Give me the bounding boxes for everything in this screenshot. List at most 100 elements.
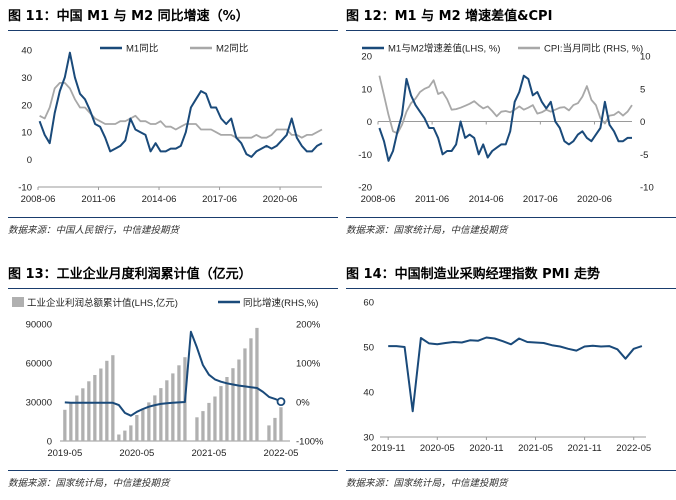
title-underline bbox=[346, 288, 676, 289]
chart-m1-m2: -10 0 10 20 30 40 2008-06 2011-06 2014-06 2017-06… bbox=[18, 43, 323, 205]
series-line bbox=[64, 330, 282, 417]
bar bbox=[219, 386, 223, 441]
x-tick-label: 2014-06 bbox=[469, 194, 504, 205]
series-end-marker bbox=[276, 397, 286, 407]
bar bbox=[63, 409, 67, 441]
y-tick-label-left: -10 bbox=[358, 150, 372, 161]
title-underline bbox=[8, 30, 338, 31]
bar bbox=[279, 407, 283, 441]
bar bbox=[231, 368, 235, 441]
chart-title: 图 11：中国 M1 与 M2 同比增速（%） bbox=[8, 9, 249, 24]
y-tick-label-left: 20 bbox=[361, 52, 372, 63]
x-tick-label: 2021-05 bbox=[191, 448, 226, 459]
bar bbox=[105, 360, 109, 441]
bar bbox=[207, 402, 211, 441]
bar bbox=[87, 381, 91, 441]
y-tick-label-right: 0 bbox=[640, 117, 645, 128]
chart-title: 图 12：M1 与 M2 增速差值&CPI bbox=[346, 9, 553, 24]
y-tick-label: 10 bbox=[21, 128, 32, 139]
x-tick-label: 2022-05 bbox=[616, 443, 651, 454]
bar bbox=[243, 348, 247, 441]
bar bbox=[195, 417, 199, 441]
y-tick-label: -10 bbox=[18, 183, 32, 194]
x-tick-label: 2008-06 bbox=[21, 194, 56, 205]
source-line bbox=[8, 217, 338, 218]
bar bbox=[225, 377, 229, 441]
chart-industrial-profit: 0 30000 60000 90000 -100% 0% 100% 200% 2019-05 20… bbox=[12, 297, 324, 459]
bar bbox=[117, 434, 121, 441]
y-tick-label: 60 bbox=[363, 298, 374, 309]
bar bbox=[171, 373, 175, 441]
bar bbox=[99, 368, 103, 441]
panel-pmi: 图 14：中国制造业采购经理指数 PMI 走势 30 40 50 60 2019-11 2… bbox=[346, 264, 676, 500]
bar bbox=[255, 327, 259, 441]
series-line bbox=[378, 75, 633, 135]
chart-source: 数据来源：国家统计局，中信建投期货 bbox=[346, 225, 508, 236]
y-tick-label-left: -20 bbox=[358, 183, 372, 194]
series-line bbox=[39, 82, 323, 139]
y-tick-label-left: 0 bbox=[367, 117, 372, 128]
y-tick-label-right: -10 bbox=[640, 183, 654, 194]
source-line bbox=[346, 470, 676, 471]
y-tick-label-right: 100% bbox=[296, 359, 321, 370]
y-tick-label-left: 30000 bbox=[26, 398, 52, 409]
y-tick-label-right: 10 bbox=[640, 52, 651, 63]
x-tick-label: 2014-06 bbox=[142, 194, 177, 205]
x-tick-label: 2011-06 bbox=[81, 194, 115, 205]
y-tick-label-left: 90000 bbox=[26, 320, 52, 331]
y-tick-label: 50 bbox=[363, 343, 374, 354]
x-tick-label: 2020-05 bbox=[420, 443, 455, 454]
legend-label: M2同比 bbox=[216, 43, 248, 55]
bar bbox=[129, 425, 133, 441]
bar bbox=[165, 380, 169, 441]
x-tick-label: 2008-06 bbox=[361, 194, 396, 205]
bar bbox=[237, 359, 241, 441]
chart-source: 数据来源：国家统计局，中信建投期货 bbox=[346, 478, 508, 489]
y-tick-label: 20 bbox=[21, 100, 32, 111]
bar bbox=[147, 402, 151, 441]
series-line bbox=[38, 51, 323, 158]
panel-m1-m2: 图 11：中国 M1 与 M2 同比增速（%） -10 0 10 20 30 40 2008… bbox=[8, 6, 338, 246]
bar bbox=[81, 388, 85, 441]
bar bbox=[201, 411, 205, 441]
x-tick-label: 2020-11 bbox=[469, 443, 503, 454]
y-tick-label-right: 5 bbox=[640, 84, 645, 95]
legend-label: 同比增速(RHS,%) bbox=[243, 297, 318, 309]
series-line bbox=[378, 74, 632, 162]
source-line bbox=[8, 470, 338, 471]
chart-pmi: 30 40 50 60 2019-11 2020-05 2020-11 2021-05 2021… bbox=[363, 298, 651, 455]
bar bbox=[141, 408, 145, 441]
legend-label: 工业企业利润总额累计值(LHS,亿元) bbox=[27, 297, 178, 309]
x-tick-label: 2022-05 bbox=[264, 448, 299, 459]
bar bbox=[123, 430, 127, 441]
bar bbox=[159, 388, 163, 441]
source-line bbox=[346, 217, 676, 218]
panel-m1m2-diff-cpi: 图 12：M1 与 M2 增速差值&CPI -20 -10 0 10 20 -10 -5 0 5… bbox=[346, 6, 676, 246]
legend-label: M1同比 bbox=[126, 43, 158, 55]
y-tick-label-left: 0 bbox=[47, 437, 52, 448]
x-tick-label: 2011-06 bbox=[415, 194, 449, 205]
title-underline bbox=[8, 288, 338, 289]
y-tick-label: 0 bbox=[27, 155, 32, 166]
bar bbox=[111, 355, 115, 441]
y-tick-label-right: -5 bbox=[640, 150, 648, 161]
y-tick-label: 40 bbox=[363, 388, 374, 399]
y-tick-label-right: -100% bbox=[296, 437, 324, 448]
x-tick-label: 2020-06 bbox=[577, 194, 612, 205]
legend-label: M1与M2增速差值(LHS, %) bbox=[388, 43, 500, 55]
chart-title: 图 14：中国制造业采购经理指数 PMI 走势 bbox=[346, 267, 600, 282]
y-tick-label: 30 bbox=[21, 73, 32, 84]
x-tick-label: 2021-05 bbox=[518, 443, 553, 454]
bar bbox=[273, 417, 277, 441]
y-tick-label-left: 10 bbox=[361, 84, 372, 95]
y-tick-label: 40 bbox=[21, 46, 32, 57]
y-tick-label-left: 60000 bbox=[26, 359, 52, 370]
x-tick-label: 2019-05 bbox=[47, 448, 82, 459]
x-tick-label: 2019-11 bbox=[371, 443, 405, 454]
chart-source: 数据来源：国家统计局，中信建投期货 bbox=[8, 478, 170, 489]
y-tick-label: 30 bbox=[363, 433, 374, 444]
bar bbox=[153, 395, 157, 441]
bar bbox=[267, 425, 271, 441]
chart-title: 图 13：工业企业月度利润累计值（亿元） bbox=[8, 267, 252, 282]
x-tick-label: 2021-11 bbox=[568, 443, 602, 454]
